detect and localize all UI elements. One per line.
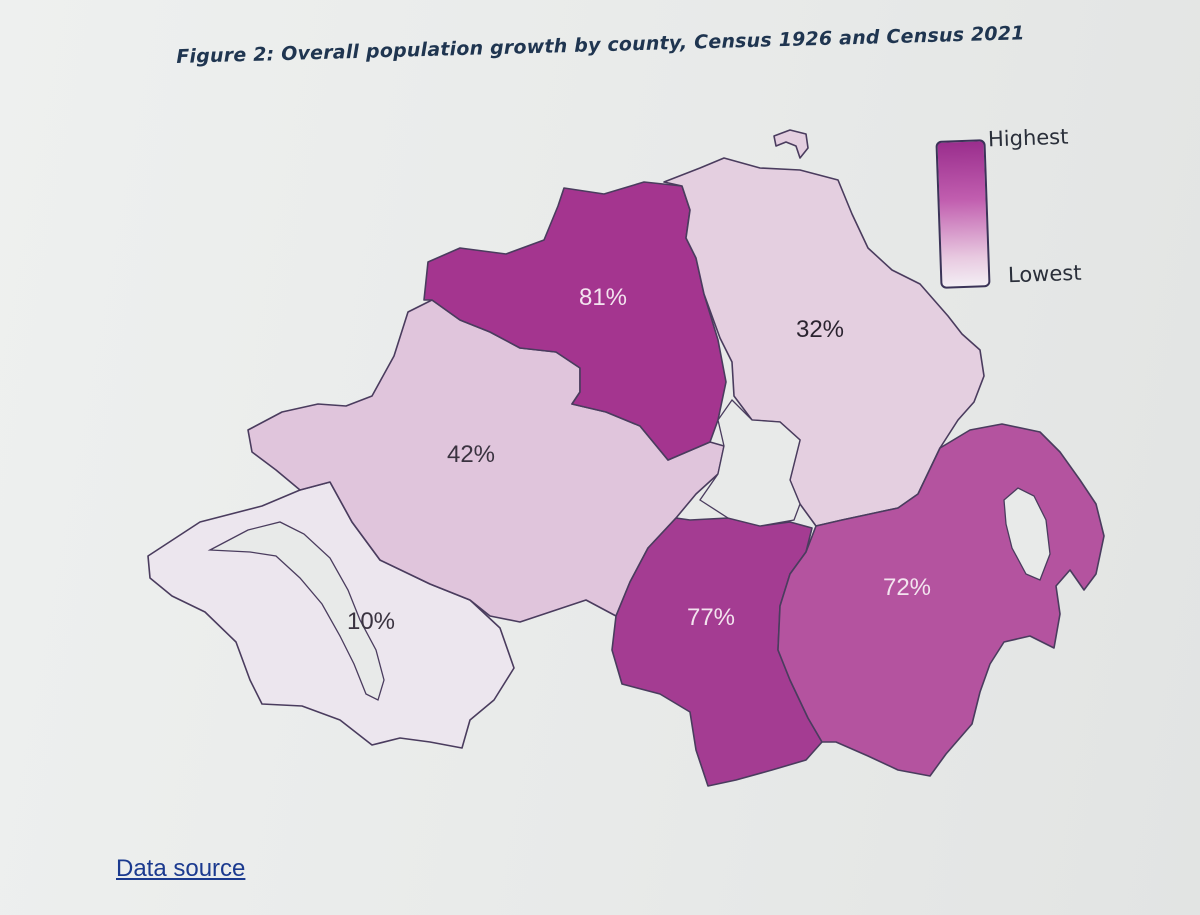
county-value-armagh: 77% (686, 604, 736, 631)
rathlin-island (773, 129, 809, 159)
county-value-fermanagh: 10% (346, 608, 396, 635)
county-value-down: 72% (882, 574, 932, 601)
county-londonderry[interactable] (423, 181, 727, 461)
data-source-link[interactable]: Data source (116, 855, 246, 882)
county-armagh[interactable] (611, 517, 823, 787)
lough-erne (207, 521, 385, 701)
county-value-antrim: 32% (795, 316, 845, 343)
lough-neagh (699, 398, 801, 527)
county-value-londonderry: 81% (578, 284, 628, 311)
legend-gradient-bar (935, 139, 991, 289)
legend-high-label: Highest (987, 124, 1069, 152)
county-value-tyrone: 42% (446, 441, 496, 468)
strangford-lough (1003, 487, 1051, 581)
legend-low-label: Lowest (1007, 260, 1082, 288)
